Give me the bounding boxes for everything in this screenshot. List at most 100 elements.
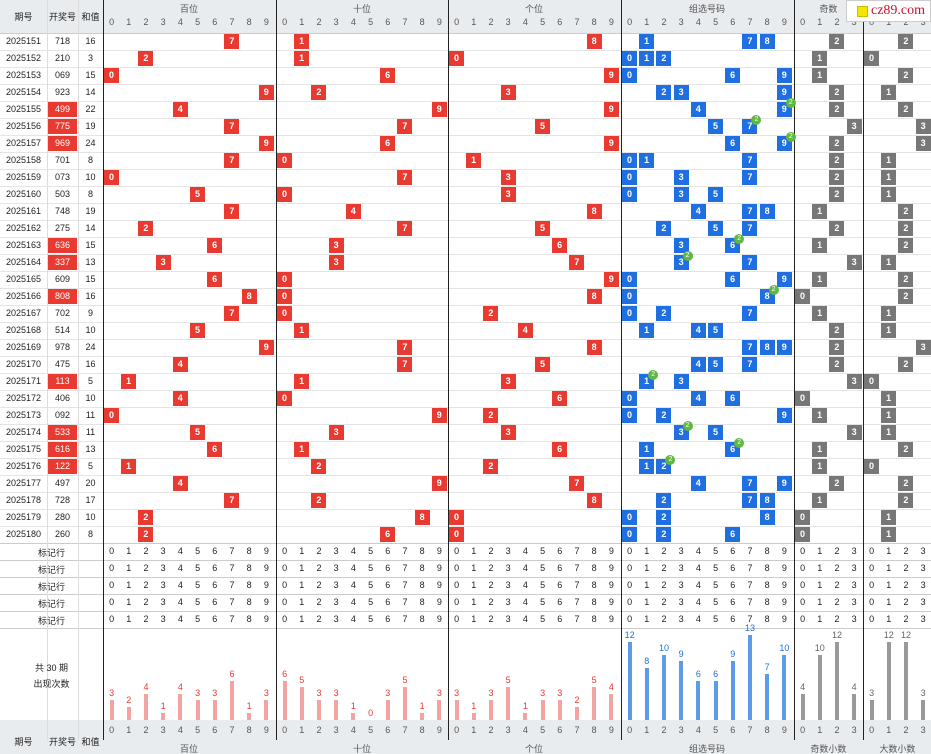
marker-digit[interactable]: 4 <box>177 580 183 590</box>
marker-digit[interactable]: 3 <box>333 614 339 624</box>
marker-digit[interactable]: 4 <box>350 614 356 624</box>
marker-digit[interactable]: 0 <box>282 546 288 556</box>
marker-digit[interactable]: 1 <box>126 580 132 590</box>
marker-digit[interactable]: 1 <box>126 546 132 556</box>
marker-digit[interactable]: 9 <box>781 597 787 607</box>
marker-digit[interactable]: 2 <box>903 580 909 590</box>
marker-digit[interactable]: 7 <box>747 563 753 573</box>
marker-digit[interactable]: 8 <box>246 614 252 624</box>
marker-digit[interactable]: 0 <box>109 563 115 573</box>
marker-digit[interactable]: 4 <box>522 614 528 624</box>
marker-digit[interactable]: 1 <box>471 580 477 590</box>
marker-digit[interactable]: 0 <box>869 546 875 556</box>
marker-digit[interactable]: 7 <box>574 563 580 573</box>
marker-digit[interactable]: 4 <box>522 546 528 556</box>
marker-digit[interactable]: 5 <box>540 580 546 590</box>
marker-digit[interactable]: 3 <box>920 546 926 556</box>
marker-digit[interactable]: 7 <box>402 563 408 573</box>
marker-digit[interactable]: 2 <box>316 546 322 556</box>
marker-digit[interactable]: 8 <box>764 597 770 607</box>
marker-digit[interactable]: 1 <box>126 597 132 607</box>
marker-digit[interactable]: 3 <box>333 597 339 607</box>
marker-digit[interactable]: 1 <box>471 563 477 573</box>
marker-digit[interactable]: 0 <box>109 614 115 624</box>
marker-digit[interactable]: 7 <box>747 546 753 556</box>
marker-digit[interactable]: 6 <box>385 597 391 607</box>
marker-digit[interactable]: 4 <box>695 546 701 556</box>
marker-digit[interactable]: 3 <box>920 580 926 590</box>
marker-digit[interactable]: 6 <box>212 614 218 624</box>
marker-digit[interactable]: 0 <box>454 546 460 556</box>
marker-digit[interactable]: 5 <box>368 614 374 624</box>
marker-digit[interactable]: 7 <box>229 580 235 590</box>
marker-digit[interactable]: 9 <box>608 563 614 573</box>
marker-digit[interactable]: 0 <box>627 563 633 573</box>
marker-digit[interactable]: 1 <box>644 563 650 573</box>
marker-digit[interactable]: 2 <box>903 614 909 624</box>
marker-digit[interactable]: 3 <box>160 614 166 624</box>
marker-digit[interactable]: 9 <box>608 614 614 624</box>
marker-digit[interactable]: 5 <box>713 614 719 624</box>
marker-digit[interactable]: 6 <box>385 580 391 590</box>
marker-digit[interactable]: 5 <box>713 563 719 573</box>
marker-digit[interactable]: 1 <box>299 597 305 607</box>
marker-digit[interactable]: 0 <box>454 563 460 573</box>
marker-digit[interactable]: 5 <box>713 546 719 556</box>
marker-digit[interactable]: 6 <box>557 546 563 556</box>
marker-digit[interactable]: 0 <box>109 597 115 607</box>
marker-digit[interactable]: 0 <box>800 563 806 573</box>
marker-digit[interactable]: 8 <box>419 597 425 607</box>
marker-digit[interactable]: 4 <box>522 597 528 607</box>
marker-digit[interactable]: 1 <box>886 580 892 590</box>
marker-digit[interactable]: 1 <box>644 614 650 624</box>
marker-digit[interactable]: 6 <box>385 546 391 556</box>
marker-digit[interactable]: 0 <box>282 580 288 590</box>
marker-digit[interactable]: 9 <box>263 597 269 607</box>
marker-digit[interactable]: 0 <box>282 597 288 607</box>
marker-digit[interactable]: 8 <box>764 580 770 590</box>
marker-digit[interactable]: 2 <box>834 597 840 607</box>
marker-digit[interactable]: 4 <box>522 563 528 573</box>
marker-digit[interactable]: 1 <box>644 580 650 590</box>
marker-digit[interactable]: 9 <box>436 597 442 607</box>
marker-digit[interactable]: 9 <box>263 580 269 590</box>
marker-digit[interactable]: 3 <box>678 563 684 573</box>
marker-digit[interactable]: 5 <box>195 597 201 607</box>
marker-digit[interactable]: 3 <box>678 546 684 556</box>
marker-digit[interactable]: 6 <box>212 563 218 573</box>
marker-digit[interactable]: 6 <box>212 597 218 607</box>
marker-row-label[interactable]: 标记行 <box>37 565 65 575</box>
marker-digit[interactable]: 2 <box>488 580 494 590</box>
marker-digit[interactable]: 3 <box>160 546 166 556</box>
marker-digit[interactable]: 9 <box>263 563 269 573</box>
marker-digit[interactable]: 9 <box>436 546 442 556</box>
marker-digit[interactable]: 0 <box>800 597 806 607</box>
marker-digit[interactable]: 2 <box>488 614 494 624</box>
marker-digit[interactable]: 6 <box>557 614 563 624</box>
marker-digit[interactable]: 5 <box>540 597 546 607</box>
marker-digit[interactable]: 3 <box>920 614 926 624</box>
marker-digit[interactable]: 4 <box>350 580 356 590</box>
marker-row-label[interactable]: 标记行 <box>37 599 65 609</box>
marker-digit[interactable]: 9 <box>781 563 787 573</box>
marker-digit[interactable]: 2 <box>661 614 667 624</box>
marker-digit[interactable]: 3 <box>851 614 857 624</box>
marker-digit[interactable]: 1 <box>644 546 650 556</box>
marker-digit[interactable]: 1 <box>126 614 132 624</box>
marker-digit[interactable]: 1 <box>299 614 305 624</box>
marker-digit[interactable]: 3 <box>678 580 684 590</box>
marker-digit[interactable]: 7 <box>747 580 753 590</box>
marker-digit[interactable]: 2 <box>903 546 909 556</box>
marker-digit[interactable]: 6 <box>730 614 736 624</box>
marker-digit[interactable]: 9 <box>608 580 614 590</box>
marker-digit[interactable]: 0 <box>800 546 806 556</box>
marker-digit[interactable]: 0 <box>282 614 288 624</box>
marker-digit[interactable]: 6 <box>385 614 391 624</box>
marker-digit[interactable]: 2 <box>903 597 909 607</box>
marker-digit[interactable]: 8 <box>419 580 425 590</box>
marker-digit[interactable]: 4 <box>350 597 356 607</box>
marker-digit[interactable]: 2 <box>661 597 667 607</box>
marker-digit[interactable]: 7 <box>402 597 408 607</box>
marker-digit[interactable]: 6 <box>385 563 391 573</box>
marker-digit[interactable]: 5 <box>368 563 374 573</box>
